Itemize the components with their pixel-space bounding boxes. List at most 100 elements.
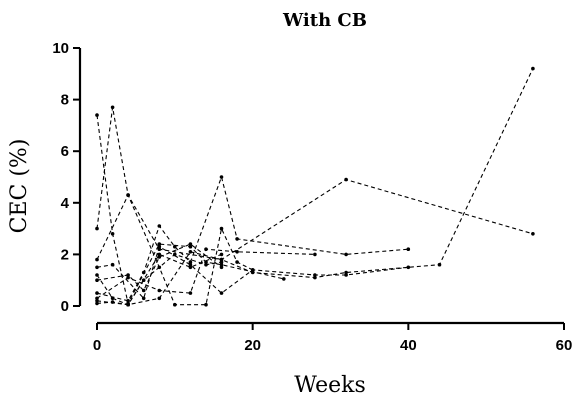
data-point <box>110 300 115 304</box>
x-axis-label: Weeks <box>294 373 365 398</box>
series-10 <box>95 252 224 307</box>
data-point <box>95 273 99 277</box>
series-2 <box>95 105 535 262</box>
data-point <box>95 299 99 303</box>
series-line <box>96 107 534 261</box>
y-axis-label: CEC (%) <box>7 139 32 234</box>
data-point <box>406 247 411 251</box>
data-point <box>219 260 224 264</box>
data-point <box>173 302 177 307</box>
data-point <box>157 244 162 249</box>
data-point <box>188 291 193 295</box>
series-line <box>96 193 253 306</box>
data-point <box>282 277 286 281</box>
data-point <box>95 113 99 117</box>
data-point <box>250 268 255 272</box>
data-point <box>157 252 162 257</box>
data-point <box>157 296 162 301</box>
data-point <box>157 242 162 246</box>
data-point <box>313 252 317 257</box>
x-tick-label: 40 <box>400 337 417 354</box>
x-tick-label: 20 <box>244 337 261 354</box>
series-5 <box>95 244 411 301</box>
data-point <box>95 291 99 295</box>
x-tick-label: 60 <box>556 337 573 354</box>
y-tick-label: 8 <box>61 92 69 109</box>
data-point <box>219 257 224 262</box>
data-point <box>95 226 99 231</box>
y-tick-label: 2 <box>61 246 69 263</box>
series-layer <box>95 66 535 307</box>
data-point <box>173 244 177 249</box>
data-point <box>110 232 115 236</box>
series-line <box>96 248 315 299</box>
series-6 <box>95 175 411 303</box>
y-tick-label: 0 <box>61 298 69 315</box>
series-line <box>96 68 534 306</box>
data-point <box>219 262 224 267</box>
series-9 <box>95 242 224 293</box>
data-point <box>531 66 535 71</box>
data-point <box>188 262 193 267</box>
data-point <box>157 255 162 259</box>
series-1 <box>95 66 535 307</box>
series-line <box>96 175 409 302</box>
data-point <box>157 288 162 293</box>
data-point <box>313 273 317 277</box>
data-point <box>188 265 193 270</box>
y-tick-label: 10 <box>52 40 69 57</box>
data-point <box>95 278 99 283</box>
data-point <box>219 265 224 270</box>
data-point <box>141 288 146 293</box>
series-4 <box>95 193 255 307</box>
data-point <box>95 296 99 301</box>
data-point <box>126 193 130 197</box>
data-point <box>531 232 535 236</box>
data-point <box>344 273 348 277</box>
data-point <box>110 262 115 267</box>
x-ticks: 0 20 40 60 <box>93 323 573 354</box>
data-point <box>188 260 193 264</box>
y-ticks: 0 2 4 6 8 10 <box>52 40 80 315</box>
data-point <box>344 252 348 257</box>
y-tick-label: 6 <box>61 143 69 160</box>
data-point <box>219 291 224 295</box>
data-point <box>437 262 442 267</box>
data-point <box>406 265 411 270</box>
data-point <box>141 270 146 275</box>
y-tick-label: 4 <box>61 195 70 212</box>
data-point <box>173 252 177 257</box>
data-point <box>235 260 239 264</box>
data-point <box>95 265 99 270</box>
data-point <box>204 262 208 267</box>
data-point <box>126 302 130 307</box>
data-point <box>95 257 99 262</box>
x-tick-label: 0 <box>93 337 101 354</box>
data-point <box>126 299 130 303</box>
data-point <box>219 252 224 257</box>
data-point <box>110 105 115 110</box>
data-point <box>313 275 317 280</box>
data-point <box>141 296 146 301</box>
series-line <box>96 253 222 306</box>
data-point <box>219 226 224 231</box>
data-point <box>204 247 208 251</box>
data-point <box>126 273 130 277</box>
chart-title: With CB <box>282 10 367 31</box>
series-7 <box>95 247 317 301</box>
data-point <box>188 244 193 249</box>
data-point <box>344 270 348 275</box>
data-point <box>204 302 208 307</box>
data-point <box>235 237 239 241</box>
data-point <box>188 242 193 246</box>
data-point <box>157 224 162 228</box>
data-point <box>95 301 99 306</box>
data-point <box>344 177 348 182</box>
series-line <box>96 245 409 300</box>
data-point <box>235 250 239 254</box>
data-point <box>110 296 115 301</box>
data-point <box>126 275 130 280</box>
series-line <box>96 243 222 292</box>
data-point <box>219 175 224 179</box>
